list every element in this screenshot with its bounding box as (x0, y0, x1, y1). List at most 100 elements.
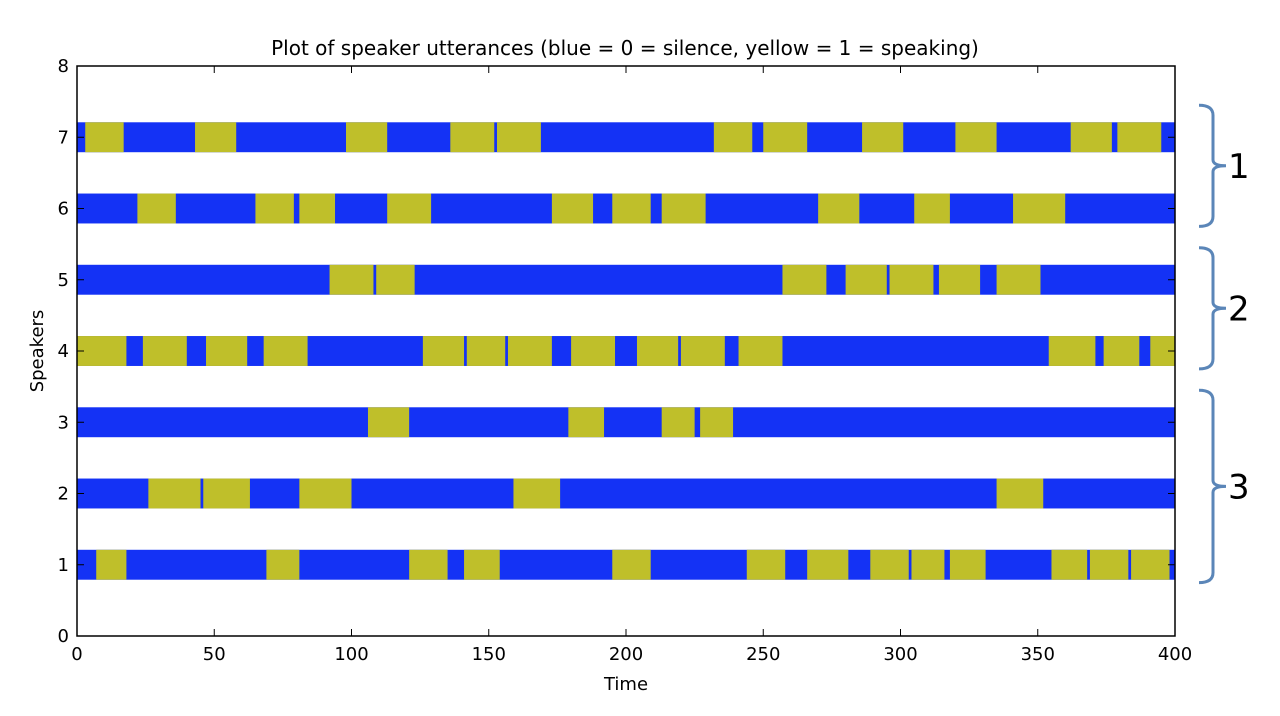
speaking-segment (1013, 193, 1066, 224)
bracket-path (1198, 388, 1227, 585)
speaking-segment (148, 478, 201, 509)
y-tick-label: 6 (58, 199, 69, 220)
speaking-segment (870, 549, 909, 580)
speaking-segment (571, 336, 616, 366)
speaking-segment (496, 122, 541, 153)
speaking-segment (195, 122, 237, 153)
speaking-segment (96, 549, 127, 580)
speaking-segment (1131, 549, 1170, 580)
group-label: 1 (1228, 147, 1250, 187)
speaking-segment (680, 336, 725, 366)
x-tick-label: 100 (334, 644, 368, 665)
speaking-segment (938, 264, 981, 295)
speaking-segment (206, 336, 248, 366)
y-tick-label: 3 (58, 412, 69, 433)
speaker-row-1 (77, 549, 1175, 580)
speaking-segment (466, 336, 506, 366)
bracket-path (1198, 103, 1227, 228)
speaking-segment (203, 478, 250, 509)
x-tick-label: 250 (746, 644, 780, 665)
speaking-segment (299, 193, 336, 224)
speaking-segment (376, 264, 415, 295)
speaking-segment (845, 264, 887, 295)
group-label: 3 (1228, 467, 1250, 507)
speaking-segment (409, 549, 448, 580)
speaking-segment (636, 336, 679, 366)
group-bracket-3: 3 (1198, 388, 1250, 585)
speaking-segment (914, 193, 950, 224)
y-tick-label: 5 (58, 270, 69, 291)
silence-bar (77, 478, 1175, 509)
speaking-segment (911, 549, 945, 580)
speaking-segment (507, 336, 552, 366)
speaker-row-2 (77, 478, 1175, 509)
speaking-segment (746, 549, 786, 580)
speaking-segment (85, 122, 124, 153)
speaker-row-6 (77, 193, 1175, 224)
y-tick-label: 7 (58, 127, 69, 148)
x-tick-label: 200 (609, 644, 643, 665)
silence-bar (77, 264, 1175, 295)
speaking-segment (862, 122, 904, 153)
speaking-segment (1070, 122, 1112, 153)
speaking-segment (367, 407, 410, 438)
speaking-segment (464, 549, 500, 580)
speaking-segment (763, 122, 808, 153)
y-tick-label: 8 (58, 56, 69, 77)
speaking-segment (738, 336, 783, 366)
speaking-segment (949, 549, 986, 580)
speaking-segment (329, 264, 374, 295)
x-tick-label: 0 (71, 644, 82, 665)
speaking-segment (889, 264, 934, 295)
speaking-segment (1117, 122, 1162, 153)
speaking-segment (1089, 549, 1129, 580)
speaking-segment (713, 122, 753, 153)
speaking-segment (661, 407, 695, 438)
speaker-row-3 (77, 407, 1175, 438)
speaking-segment (551, 193, 594, 224)
chart-title: Plot of speaker utterances (blue = 0 = s… (271, 36, 979, 60)
speaking-segment (818, 193, 860, 224)
speaker-row-7 (77, 122, 1175, 153)
silence-bar (77, 336, 1175, 366)
speaking-segment (700, 407, 734, 438)
group-bracket-1: 1 (1198, 103, 1250, 228)
y-tick-label: 1 (58, 555, 69, 576)
speaking-segment (77, 336, 127, 366)
speaking-segment (513, 478, 561, 509)
y-tick-label: 4 (58, 341, 69, 362)
speaking-segment (422, 336, 465, 366)
silence-bar (77, 122, 1175, 153)
y-tick-label: 2 (58, 484, 69, 505)
silence-bar (77, 407, 1175, 438)
speaking-segment (299, 478, 352, 509)
speaking-segment (255, 193, 294, 224)
x-tick-label: 150 (472, 644, 506, 665)
axis-ticks: 0 50 100 150 200 250 300 350 400 0 1 2 3 4 5 6 7 8 (58, 56, 1193, 665)
speaking-segment (807, 549, 849, 580)
speaking-segment (266, 549, 300, 580)
speaking-segment (346, 122, 388, 153)
speaking-segment (568, 407, 605, 438)
bracket-path (1198, 246, 1227, 371)
x-tick-label: 400 (1158, 644, 1192, 665)
x-tick-label: 350 (1021, 644, 1055, 665)
speaking-segment (1051, 549, 1088, 580)
group-brackets: 1 2 3 (1198, 103, 1250, 585)
speaker-row-5 (77, 264, 1175, 295)
speaking-segment (612, 549, 651, 580)
x-tick-label: 300 (883, 644, 917, 665)
speaking-segment (137, 193, 176, 224)
speaker-bars (77, 122, 1175, 580)
speaking-segment (782, 264, 827, 295)
speaking-segment (996, 264, 1041, 295)
speaker-row-4 (77, 336, 1175, 366)
speaking-segment (996, 478, 1044, 509)
y-axis-label: Speakers (27, 310, 48, 393)
speaking-segment (263, 336, 308, 366)
speaking-segment (450, 122, 495, 153)
speaking-segment (1103, 336, 1140, 366)
speaking-segment (612, 193, 651, 224)
speaking-segment (1048, 336, 1096, 366)
